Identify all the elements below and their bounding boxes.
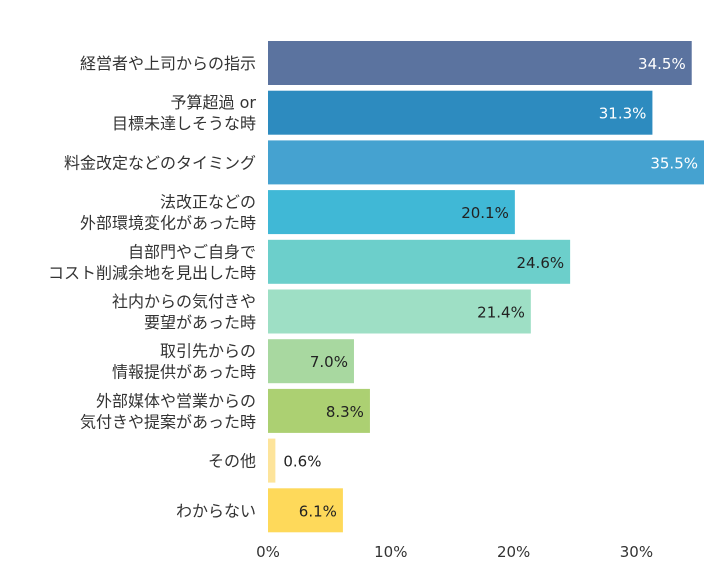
- value-label-7: 8.3%: [326, 403, 364, 421]
- category-label-5-line-0: 社内からの気付きや: [112, 292, 256, 311]
- category-label-1: 予算超過 or 目標未達しそうな時: [112, 93, 256, 133]
- category-label-5: 社内からの気付きや要望があった時: [112, 292, 256, 332]
- x-tick-label-1: 10%: [374, 543, 407, 561]
- x-axis-ticks: 0% 10% 20% 30%: [256, 543, 653, 561]
- category-label-1-line-1: 目標未達しそうな時: [112, 114, 256, 133]
- category-label-8-line-0: その他: [208, 452, 256, 471]
- category-label-1-line-0: 予算超過 or: [171, 93, 257, 112]
- category-label-7-line-0: 外部媒体や営業からの: [96, 391, 256, 410]
- category-label-7: 外部媒体や営業からの気付きや提案があった時: [80, 391, 256, 431]
- bar-7: [268, 388, 370, 433]
- value-label-5: 21.4%: [477, 304, 525, 322]
- bar-5: [268, 289, 531, 334]
- value-label-6: 7.0%: [310, 353, 348, 371]
- category-label-0: 経営者や上司からの指示: [80, 54, 256, 73]
- bar-4: [268, 239, 571, 284]
- bar-3: [268, 190, 515, 235]
- value-label-1: 31.3%: [599, 105, 647, 123]
- bar-6: [268, 339, 354, 384]
- bars-group: [268, 41, 704, 533]
- category-label-6: 取引先からの情報提供があった時: [112, 342, 256, 382]
- category-label-4-line-0: 自部門やご自身で: [128, 242, 256, 261]
- category-label-7-line-1: 気付きや提案があった時: [80, 412, 256, 431]
- value-label-9: 6.1%: [299, 502, 337, 520]
- category-label-6-line-0: 取引先からの: [160, 342, 256, 361]
- category-label-0-line-0: 経営者や上司からの指示: [80, 54, 256, 73]
- bar-8: [268, 438, 276, 483]
- bar-9: [268, 488, 343, 533]
- value-label-8: 0.6%: [283, 453, 321, 471]
- bar-2: [268, 140, 704, 185]
- category-label-6-line-1: 情報提供があった時: [112, 363, 256, 382]
- value-label-2: 35.5%: [650, 154, 698, 172]
- category-label-8: その他: [208, 452, 256, 471]
- category-label-9: わからない: [176, 501, 256, 520]
- value-labels: 34.5% 31.3% 35.5% 20.1% 24.6% 21.4% 7.0% 8.3% 0.…: [283, 55, 698, 520]
- category-label-3-line-1: 外部環境変化があった時: [80, 214, 256, 233]
- value-label-4: 24.6%: [516, 254, 564, 272]
- category-label-3: 法改正などの外部環境変化があった時: [80, 193, 256, 233]
- value-label-3: 20.1%: [461, 204, 509, 222]
- x-tick-label-0: 0%: [256, 543, 280, 561]
- category-label-9-line-0: わからない: [176, 501, 256, 520]
- x-tick-label-3: 30%: [620, 543, 653, 561]
- category-label-4-line-1: コスト削減余地を見出した時: [48, 263, 256, 282]
- bar-1: [268, 90, 653, 135]
- bar-0: [268, 41, 692, 85]
- category-label-2: 料金改定などのタイミング: [64, 153, 256, 172]
- x-tick-label-2: 20%: [497, 543, 530, 561]
- category-label-4: 自部門やご自身でコスト削減余地を見出した時: [48, 242, 256, 282]
- category-label-5-line-1: 要望があった時: [144, 313, 256, 332]
- category-label-3-line-0: 法改正などの: [160, 193, 256, 212]
- category-label-2-line-0: 料金改定などのタイミング: [64, 153, 256, 172]
- value-label-0: 34.5%: [638, 55, 686, 73]
